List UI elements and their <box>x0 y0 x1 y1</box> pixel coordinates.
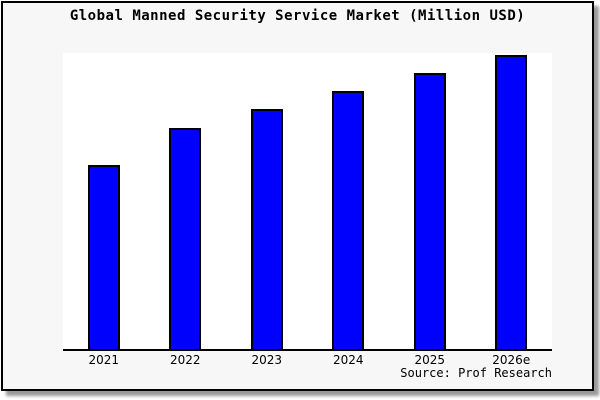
bar-slot-2021 <box>63 53 145 349</box>
bars <box>63 53 552 349</box>
bar-2025 <box>413 73 446 349</box>
x-tick-label-2025: 2025 <box>414 353 446 367</box>
bar-slot-2026e <box>471 53 553 349</box>
bar-2021 <box>87 165 120 349</box>
bar-slot-2025 <box>389 53 471 349</box>
x-axis-labels: 2021 2022 2023 2024 2025 2026e <box>63 353 552 367</box>
bar-slot-2023 <box>226 53 308 349</box>
x-tick-label-2021: 2021 <box>88 353 120 367</box>
bar-slot-2022 <box>145 53 227 349</box>
x-tick-label-2022: 2022 <box>169 353 201 367</box>
bar-2023 <box>250 109 283 349</box>
bar-2024 <box>332 91 365 349</box>
chart-title: Global Manned Security Service Market (M… <box>69 8 526 24</box>
x-tick-label-2024: 2024 <box>332 353 364 367</box>
x-tick-label-2023: 2023 <box>251 353 283 367</box>
bar-2026e <box>495 55 528 349</box>
plot-area <box>63 53 552 351</box>
chart-frame: Global Manned Security Service Market (M… <box>1 1 594 391</box>
bar-2022 <box>169 128 202 349</box>
bar-slot-2024 <box>308 53 390 349</box>
source-note: Source: Prof Research <box>400 366 552 380</box>
x-tick-label-2026e: 2026e <box>492 353 531 367</box>
